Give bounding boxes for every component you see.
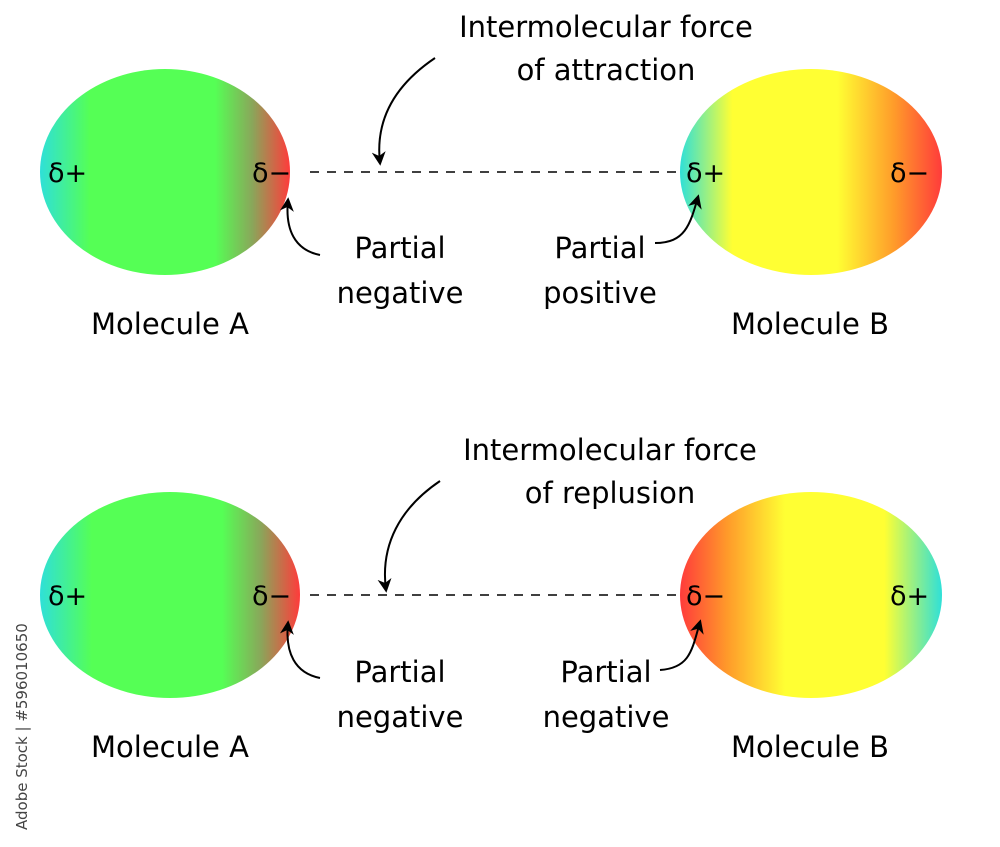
molecule-a-left-charge: δ+ — [48, 581, 87, 612]
force-label-line1: Intermolecular force — [463, 433, 757, 467]
note-b-line2: negative — [543, 700, 670, 734]
note-a-line2: negative — [337, 700, 464, 734]
note-b-line1: Partial — [554, 231, 645, 265]
partial-negative-arrow — [279, 620, 321, 679]
panel-repulsion: Intermolecular force of replusion δ+ δ− … — [40, 433, 942, 764]
force-label-line2: of replusion — [525, 476, 695, 510]
molecule-b-label: Molecule B — [731, 730, 889, 764]
force-arrow — [371, 57, 436, 166]
note-b-line1: Partial — [560, 655, 651, 689]
molecule-a-left-charge: δ+ — [48, 158, 87, 189]
note-a-line1: Partial — [354, 655, 445, 689]
molecule-a — [40, 492, 300, 698]
molecule-b-left-charge: δ+ — [686, 158, 725, 189]
partial-negative-arrow-b — [659, 619, 704, 671]
note-a-line2: negative — [337, 276, 464, 310]
molecule-b-right-charge: δ+ — [890, 581, 929, 612]
molecule-a-label: Molecule A — [91, 730, 249, 764]
force-arrow — [377, 480, 441, 593]
note-a-line1: Partial — [354, 231, 445, 265]
panel-attraction: Intermolecular force of attraction δ+ δ−… — [40, 10, 942, 341]
watermark: Adobe Stock | #596010650 — [13, 623, 31, 830]
molecule-a-right-charge: δ− — [252, 158, 291, 189]
molecule-a-right-charge: δ− — [252, 581, 291, 612]
molecule-a-label: Molecule A — [91, 307, 249, 341]
molecule-b — [680, 69, 942, 275]
force-label-line2: of attraction — [517, 53, 696, 87]
molecule-b-label: Molecule B — [731, 307, 889, 341]
molecule-a — [40, 69, 290, 275]
partial-negative-arrow — [279, 197, 321, 256]
partial-positive-arrow — [654, 194, 702, 244]
molecule-b-left-charge: δ− — [686, 581, 725, 612]
force-label-line1: Intermolecular force — [459, 10, 753, 44]
molecule-b — [680, 492, 942, 698]
molecule-b-right-charge: δ− — [890, 158, 929, 189]
note-b-line2: positive — [543, 276, 657, 310]
